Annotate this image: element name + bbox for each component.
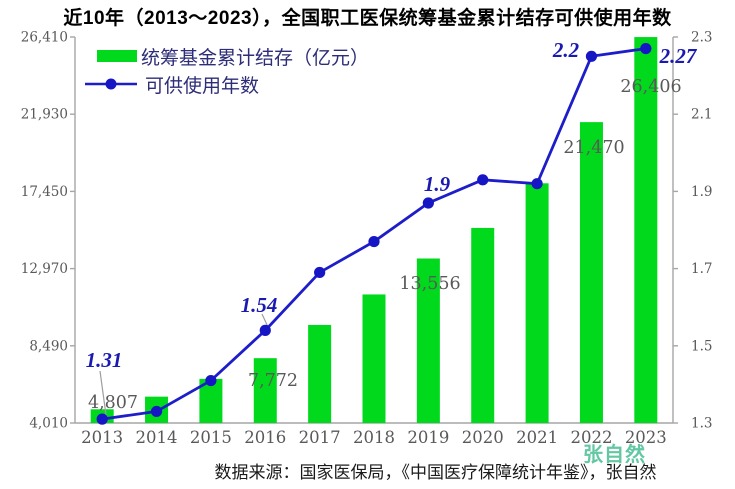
left-axis-tick-label: 12,970 xyxy=(21,261,68,277)
line-point-2017 xyxy=(314,266,326,279)
label-leader-line xyxy=(99,370,107,416)
line-value-label-2016: 1.54 xyxy=(241,293,278,317)
bar-value-label-2016: 7,772 xyxy=(248,371,298,391)
line-point-2013 xyxy=(96,413,108,425)
left-axis-tick-label: 21,930 xyxy=(21,107,68,123)
line-point-2019 xyxy=(422,197,434,209)
label-leader-line xyxy=(261,313,269,328)
author-watermark: 张自然 xyxy=(583,442,646,466)
bar-2023 xyxy=(634,37,658,423)
bar-2019 xyxy=(416,258,440,423)
line-point-2014 xyxy=(150,405,163,418)
bar-series-swatch-icon xyxy=(97,50,137,62)
chart-title: 近10年（2013～2023），全国职工医保统筹基金累计结存可供使用年数 xyxy=(63,8,672,29)
x-axis-label-2015: 2015 xyxy=(190,428,232,447)
bar-value-label-2023: 26,406 xyxy=(620,77,681,97)
data-source-note: 数据来源：国家医保局，《中国医疗保障统计年鉴》，张自然 xyxy=(214,463,657,483)
right-axis-tick-label: 2.3 xyxy=(691,30,712,46)
line-point-2015 xyxy=(205,374,217,387)
chart-legend: 统筹基金累计结存（亿元） 可供使用年数 xyxy=(85,42,369,98)
x-axis-label-2020: 2020 xyxy=(462,428,504,447)
legend-bar-series-label: 统筹基金累计结存（亿元） xyxy=(141,46,370,69)
left-axis-tick-label: 4,010 xyxy=(29,416,68,432)
x-axis-label-2018: 2018 xyxy=(353,428,395,447)
bar-2021 xyxy=(525,183,549,423)
legend-line-series-label: 可供使用年数 xyxy=(145,74,260,97)
right-axis-tick-label: 1.5 xyxy=(691,338,712,354)
line-point-2016 xyxy=(259,324,271,336)
bar-2022 xyxy=(579,122,603,424)
right-axis-tick-label: 1.3 xyxy=(691,416,712,432)
line-series-marker-icon xyxy=(85,78,137,90)
line-point-2018 xyxy=(368,235,380,248)
line-point-2022 xyxy=(585,50,598,62)
bar-2018 xyxy=(362,294,386,423)
bar-2017 xyxy=(308,324,332,423)
line-value-label-2022: 2.2 xyxy=(552,38,580,62)
x-axis-label-2014: 2014 xyxy=(136,428,178,447)
x-axis-label-2017: 2017 xyxy=(299,428,341,447)
left-axis-tick-label: 26,410 xyxy=(21,30,68,46)
bar-2015 xyxy=(199,378,223,423)
bar-2016 xyxy=(253,358,277,423)
right-axis-tick-label: 1.9 xyxy=(691,184,712,200)
x-axis-label-2019: 2019 xyxy=(407,428,449,447)
left-axis-tick-label: 8,490 xyxy=(29,338,68,354)
line-point-2023 xyxy=(640,42,652,55)
right-axis-tick-label: 2.1 xyxy=(691,107,712,123)
right-axis-tick-label: 1.7 xyxy=(691,261,712,277)
legend-item-line-series: 可供使用年数 xyxy=(85,70,369,98)
line-value-label-2023: 2.27 xyxy=(659,44,698,68)
bar-value-label-2022: 21,470 xyxy=(563,138,624,158)
x-axis-label-2021: 2021 xyxy=(516,428,558,447)
line-value-label-2013: 1.31 xyxy=(86,348,123,372)
bar-value-label-2013: 4,807 xyxy=(88,393,138,413)
legend-item-bar-series: 统筹基金累计结存（亿元） xyxy=(85,42,369,70)
line-value-label-2019: 1.9 xyxy=(424,172,451,196)
line-point-2021 xyxy=(531,178,543,190)
x-axis-label-2013: 2013 xyxy=(81,428,123,447)
left-axis-tick-label: 17,450 xyxy=(21,184,68,200)
line-point-2020 xyxy=(477,174,489,186)
bar-value-label-2019: 13,556 xyxy=(399,274,460,294)
bar-2020 xyxy=(471,227,495,423)
x-axis-label-2023: 2023 xyxy=(625,428,667,447)
x-axis-label-2016: 2016 xyxy=(244,428,286,447)
x-axis-label-2022: 2022 xyxy=(570,428,612,447)
